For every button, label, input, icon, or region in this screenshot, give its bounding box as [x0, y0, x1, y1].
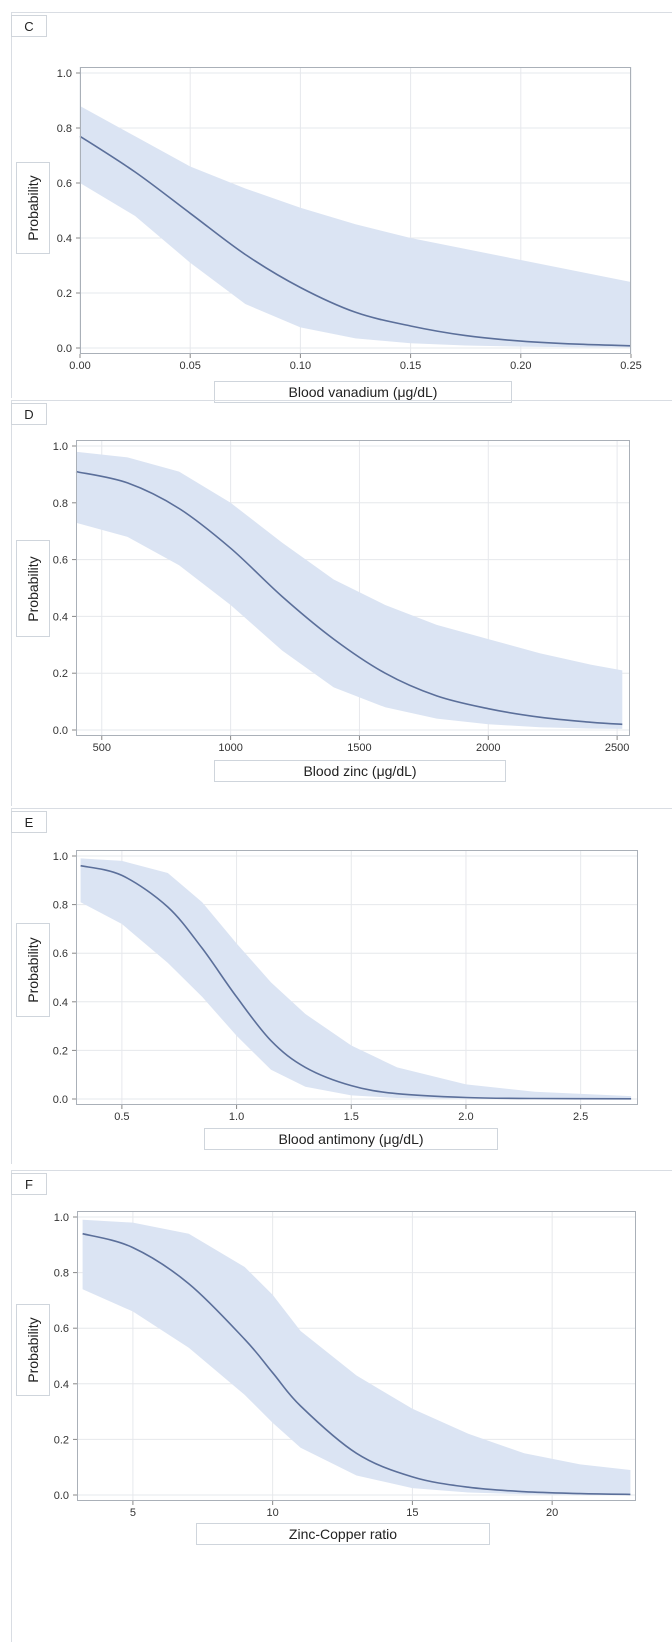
x-axis-label: Blood antimony (μg/dL) — [204, 1128, 498, 1150]
probability-curve — [75, 470, 623, 726]
panel-frame — [11, 808, 672, 1164]
panel-e: E Probability Blood antimony (μg/dL) 0.5 1.0… — [0, 808, 672, 1164]
y-tick-label: 0.8 — [54, 1268, 69, 1280]
y-tick-label: 0.0 — [57, 343, 72, 355]
y-tick-label: 0.4 — [54, 1379, 69, 1391]
x-tick-label: 15 — [406, 1507, 418, 1519]
x-tick-label: 2500 — [605, 742, 629, 754]
x-tick-label: 0.5 — [114, 1111, 129, 1123]
y-axis: 0.0 0.2 0.4 0.6 0.8 1.0 — [53, 851, 76, 1106]
panel-label: F — [11, 1173, 47, 1195]
x-tick-label: 5 — [130, 1507, 136, 1519]
y-tick-label: 0.2 — [57, 288, 72, 300]
y-axis-label-box: Probability — [16, 923, 50, 1017]
panel-frame — [11, 12, 672, 398]
y-tick-label: 1.0 — [54, 1212, 69, 1224]
y-tick-label: 1.0 — [53, 441, 68, 453]
panel-c: C Probability Blood vanadium (μg/dL) 0.00 0.… — [0, 12, 672, 403]
probability-curve — [82, 1232, 631, 1496]
y-tick-label: 0.0 — [53, 725, 68, 737]
y-tick-label: 0.4 — [53, 611, 68, 623]
y-tick-label: 0.8 — [53, 498, 68, 510]
x-tick-label: 2.5 — [573, 1111, 588, 1123]
y-tick-label: 0.6 — [53, 555, 68, 567]
plot-frame — [76, 440, 630, 736]
y-axis-label-box: Probability — [16, 162, 50, 254]
y-axis: 0.0 0.2 0.4 0.6 0.8 1.0 — [53, 441, 76, 737]
plot-frame — [80, 67, 631, 354]
y-tick-label: 0.2 — [53, 668, 68, 680]
panel-f: F Probability Zinc-Copper ratio 5 10 15 20 0.0 0… — [0, 1170, 672, 1642]
plot-area: 0.00 0.05 0.10 0.15 0.20 0.25 — [69, 67, 642, 372]
y-tick-label: 0.6 — [57, 178, 72, 190]
x-tick-label: 20 — [546, 1507, 558, 1519]
probability-curve — [80, 864, 632, 1100]
x-tick-label: 500 — [93, 742, 111, 754]
panel-frame — [11, 1170, 672, 1642]
plot-area: 5 10 15 20 — [77, 1211, 636, 1519]
y-tick-label: 0.2 — [53, 1045, 68, 1057]
x-tick-label: 2.0 — [458, 1111, 473, 1123]
y-axis: 0.0 0.2 0.4 0.6 0.8 1.0 — [54, 1212, 77, 1502]
x-tick-label: 0.20 — [510, 360, 531, 372]
y-axis: 0.0 0.2 0.4 0.6 0.8 1.0 — [57, 68, 80, 355]
x-axis-label: Blood vanadium (μg/dL) — [214, 381, 512, 403]
y-tick-label: 0.4 — [57, 233, 72, 245]
plot-area: 500 1000 1500 2000 2500 — [75, 440, 630, 754]
y-tick-label: 0.0 — [54, 1490, 69, 1502]
x-tick-label: 0.25 — [620, 360, 641, 372]
panel-frame — [11, 400, 672, 806]
x-tick-label: 1.0 — [229, 1111, 244, 1123]
x-tick-label: 0.15 — [400, 360, 421, 372]
y-tick-label: 0.8 — [57, 123, 72, 135]
y-tick-label: 0.4 — [53, 997, 68, 1009]
panel-label: E — [11, 811, 47, 833]
confidence-band — [76, 451, 623, 729]
y-axis-label-box: Probability — [16, 540, 50, 637]
y-tick-label: 0.0 — [53, 1094, 68, 1106]
x-tick-label: 1000 — [218, 742, 242, 754]
plot-frame — [77, 1211, 636, 1501]
plot-frame — [76, 850, 638, 1105]
panel-label: D — [11, 403, 47, 425]
x-axis-label: Zinc-Copper ratio — [196, 1523, 490, 1545]
panel-label: C — [11, 15, 47, 37]
y-tick-label: 0.8 — [53, 900, 68, 912]
probability-curve — [79, 135, 632, 347]
x-axis-label: Blood zinc (μg/dL) — [214, 760, 506, 782]
y-tick-label: 0.6 — [53, 948, 68, 960]
confidence-band — [80, 858, 632, 1099]
panel-d: D Probability Blood zinc (μg/dL) 500 1000 150… — [0, 400, 672, 806]
x-tick-label: 10 — [267, 1507, 279, 1519]
x-tick-label: 1500 — [347, 742, 371, 754]
x-tick-label: 1.5 — [344, 1111, 359, 1123]
y-tick-label: 0.6 — [54, 1323, 69, 1335]
plot-area: 0.5 1.0 1.5 2.0 2.5 — [76, 850, 638, 1123]
y-tick-label: 1.0 — [53, 851, 68, 863]
confidence-band — [80, 106, 631, 348]
x-tick-label: 0.10 — [290, 360, 311, 372]
y-tick-label: 0.2 — [54, 1434, 69, 1446]
confidence-band — [82, 1219, 631, 1495]
x-tick-label: 0.05 — [179, 360, 200, 372]
y-tick-label: 1.0 — [57, 68, 72, 80]
x-tick-label: 2000 — [476, 742, 500, 754]
y-axis-label-box: Probability — [16, 1304, 50, 1396]
x-tick-label: 0.00 — [69, 360, 90, 372]
